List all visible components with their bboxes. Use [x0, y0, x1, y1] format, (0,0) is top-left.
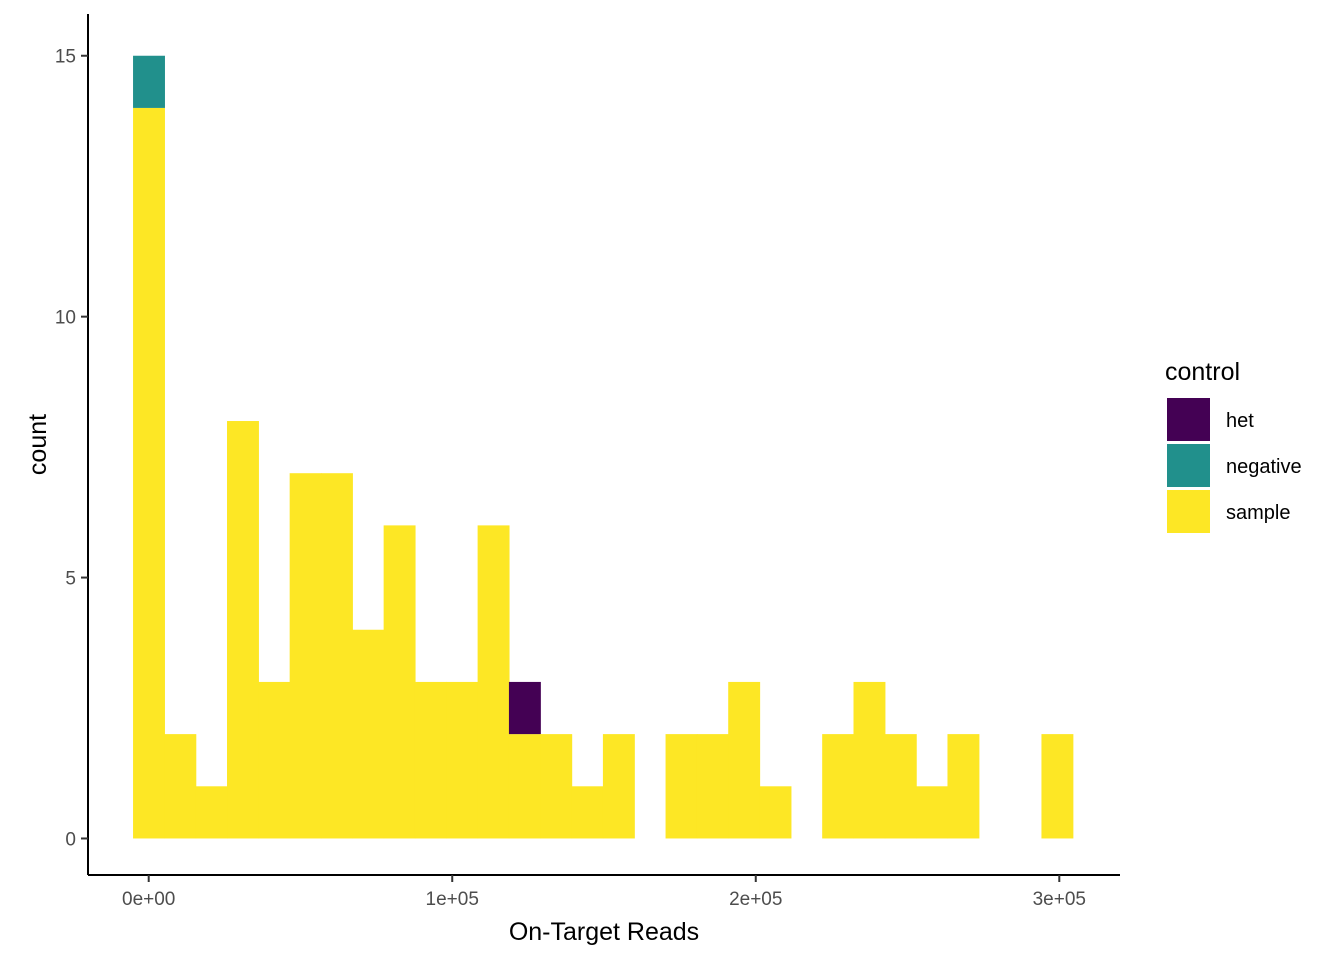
- bar-sample-bin-5: [289, 473, 322, 839]
- bar-sample-bin-22: [822, 734, 855, 839]
- bar-sample-bin-2: [195, 786, 228, 839]
- legend-swatch-sample: [1167, 490, 1210, 533]
- x-tick-label: 0e+00: [122, 889, 175, 910]
- y-tick-label: 5: [65, 569, 76, 590]
- bar-sample-bin-6: [320, 473, 353, 839]
- bar-sample-bin-25: [916, 786, 949, 839]
- legend-label-sample: sample: [1226, 502, 1290, 524]
- bar-sample-bin-7: [352, 629, 385, 839]
- legend-label-negative: negative: [1226, 456, 1302, 478]
- legend-swatch-het: [1167, 398, 1210, 441]
- x-tick-label: 1e+05: [426, 889, 479, 910]
- bar-sample-bin-29: [1041, 734, 1074, 839]
- bar-sample-bin-19: [728, 681, 761, 839]
- bars-layer: [133, 55, 1074, 839]
- bar-sample-bin-11: [477, 525, 510, 839]
- bar-sample-bin-24: [884, 734, 917, 839]
- bar-sample-bin-17: [665, 734, 698, 839]
- x-axis-title: On-Target Reads: [509, 918, 699, 946]
- bar-sample-bin-0: [133, 107, 165, 839]
- bar-sample-bin-9: [414, 681, 447, 839]
- bar-sample-bin-15: [602, 734, 635, 839]
- bar-sample-bin-3: [227, 421, 259, 839]
- bar-sample-bin-12: [508, 734, 541, 839]
- bar-negative-bin-0: [133, 55, 165, 108]
- legend: control het negative sample: [1165, 358, 1302, 533]
- bar-sample-bin-4: [258, 681, 291, 839]
- legend-label-het: het: [1226, 410, 1254, 432]
- bar-sample-bin-8: [383, 525, 416, 839]
- legend-swatch-negative: [1167, 444, 1210, 487]
- y-tick-label: 10: [55, 308, 76, 329]
- y-axis-title: count: [24, 414, 52, 475]
- y-tick-label: 0: [65, 829, 76, 850]
- bar-sample-bin-18: [696, 734, 729, 839]
- bar-het-bin-12: [508, 681, 541, 735]
- bar-sample-bin-23: [853, 681, 886, 839]
- x-tick-label: 2e+05: [729, 889, 782, 910]
- y-axis-ticks: 0 5 10 15: [55, 47, 88, 850]
- legend-title: control: [1165, 358, 1240, 386]
- x-tick-label: 3e+05: [1033, 889, 1086, 910]
- bar-sample-bin-1: [164, 734, 197, 839]
- bar-sample-bin-13: [540, 734, 573, 839]
- bar-sample-bin-26: [947, 734, 980, 839]
- bar-sample-bin-10: [446, 681, 479, 839]
- bar-sample-bin-14: [571, 786, 604, 839]
- y-tick-label: 15: [55, 47, 76, 68]
- x-axis-ticks: 0e+00 1e+05 2e+05 3e+05: [122, 875, 1086, 910]
- bar-sample-bin-20: [759, 786, 792, 839]
